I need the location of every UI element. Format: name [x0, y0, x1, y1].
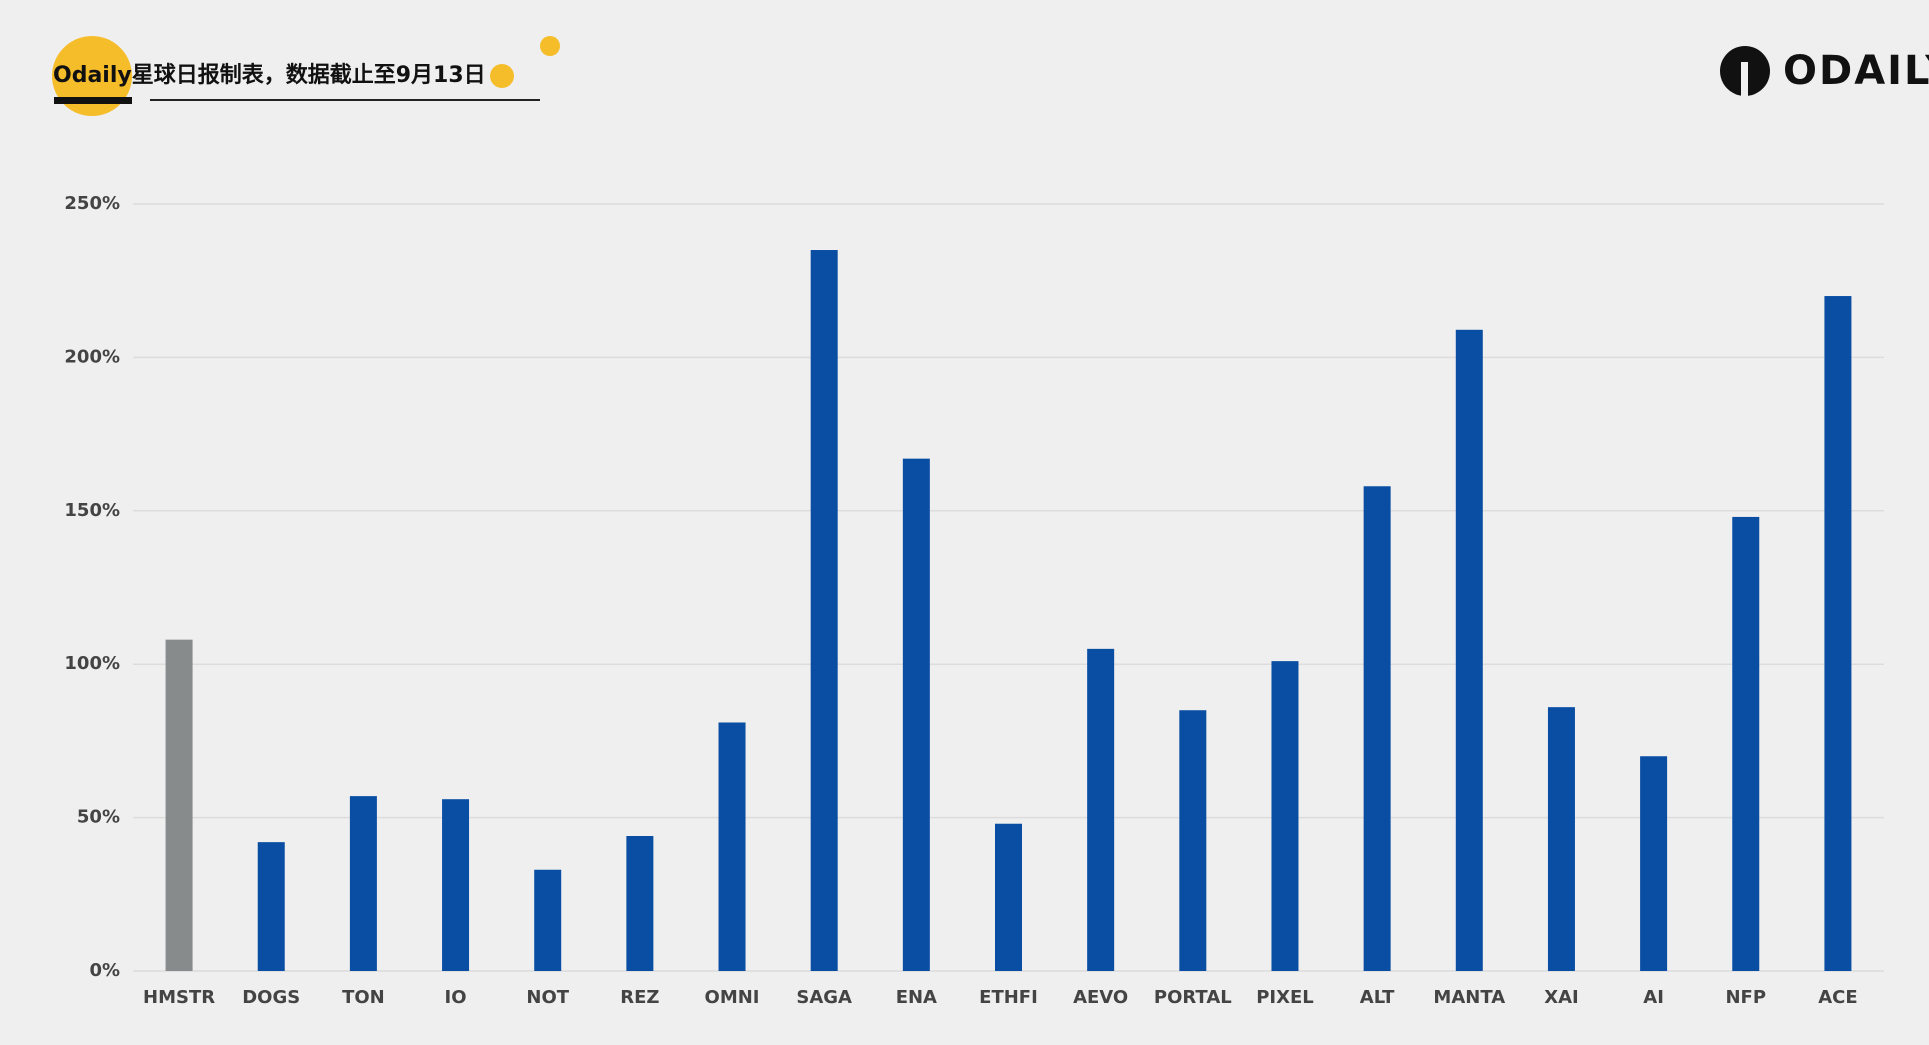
title-decoration	[52, 36, 132, 116]
bar	[1824, 296, 1852, 971]
bar	[1732, 516, 1760, 971]
bar	[1271, 661, 1299, 971]
bar	[810, 250, 838, 971]
x-tick-label: NFP	[1725, 987, 1766, 1008]
bar	[165, 639, 193, 971]
y-tick-label: 250%	[64, 193, 120, 214]
x-tick-label: PIXEL	[1256, 987, 1314, 1008]
x-tick-label: XAI	[1544, 987, 1579, 1008]
y-tick-label: 150%	[64, 500, 120, 521]
x-tick-label: ACE	[1818, 987, 1857, 1008]
x-tick-label: NOT	[526, 987, 569, 1008]
x-tick-label: OMNI	[705, 987, 760, 1008]
bar	[626, 836, 654, 971]
y-tick-label: 0%	[89, 960, 120, 981]
title-underline	[54, 97, 132, 104]
x-tick-label: MANTA	[1433, 987, 1505, 1008]
x-tick-label: ETHFI	[979, 987, 1038, 1008]
x-tick-label: DOGS	[242, 987, 300, 1008]
bar	[257, 842, 285, 971]
bar	[1455, 329, 1483, 972]
bar	[442, 799, 470, 971]
x-tick-label: IO	[445, 987, 467, 1008]
chart-title: Odaily星球日报制表，数据截止至9月13日	[53, 62, 486, 88]
x-tick-label: PORTAL	[1154, 987, 1232, 1008]
x-tick-label: SAGA	[796, 987, 852, 1008]
bar	[1640, 756, 1668, 971]
x-tick-label: TON	[342, 987, 385, 1008]
bar	[1087, 648, 1115, 971]
x-tick-label: HMSTR	[143, 987, 215, 1008]
bar	[902, 458, 930, 971]
bar	[995, 823, 1022, 971]
bar	[534, 869, 562, 971]
logo-icon	[1741, 62, 1748, 96]
bar	[718, 722, 746, 971]
bar	[1363, 486, 1391, 971]
logo-text: ODAILY	[1783, 48, 1929, 94]
x-tick-label: AI	[1643, 987, 1664, 1008]
title-decoration	[540, 36, 560, 56]
x-tick-label: ENA	[896, 987, 937, 1008]
y-tick-label: 100%	[64, 653, 120, 674]
bar	[349, 796, 377, 971]
y-tick-label: 200%	[64, 346, 120, 367]
bar	[1547, 707, 1575, 971]
x-tick-label: REZ	[620, 987, 659, 1008]
title-decoration	[490, 64, 514, 88]
x-tick-label: ALT	[1360, 987, 1395, 1008]
y-tick-label: 50%	[77, 807, 120, 828]
bar	[1179, 710, 1207, 971]
x-tick-label: AEVO	[1073, 987, 1128, 1008]
